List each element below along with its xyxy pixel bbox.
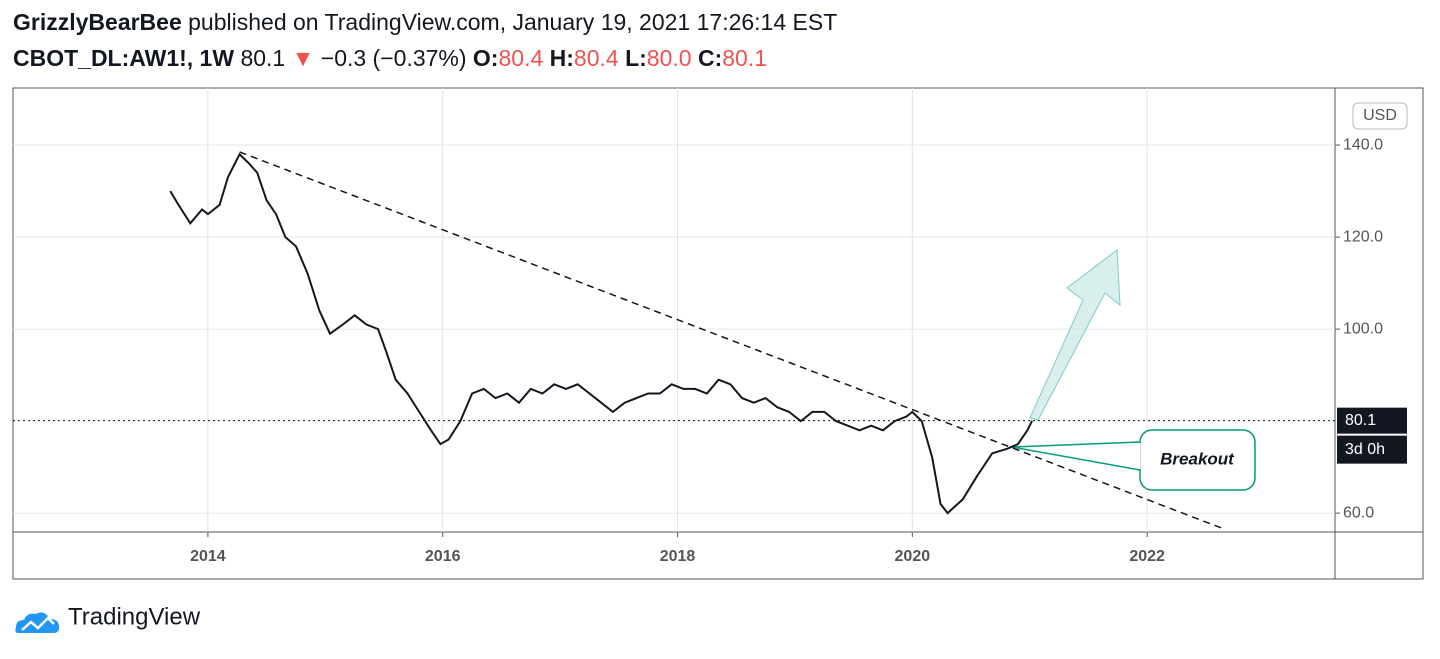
h-label: H: (550, 45, 574, 71)
header-line2: CBOT_DL:AW1!, 1W 80.1 ▼ −0.3 (−0.37%) O:… (13, 45, 767, 71)
x-tick-label: 2020 (895, 548, 931, 565)
high: 80.4 (574, 45, 619, 71)
x-tick-label: 2022 (1129, 548, 1165, 565)
x-tick-label: 2014 (190, 548, 226, 565)
o-label: O: (473, 45, 499, 71)
author: GrizzlyBearBee (13, 9, 182, 35)
logo (15, 612, 60, 633)
c-label: C: (698, 45, 722, 71)
l-label: L: (625, 45, 647, 71)
price-label: 80.1 (1345, 412, 1376, 429)
price-label-box (1337, 407, 1407, 434)
published: published on TradingView.com, January 19… (188, 9, 837, 35)
annotation: Breakout (1160, 449, 1235, 468)
low: 80.0 (647, 45, 692, 71)
arrow: ▼ (292, 45, 315, 71)
grid (13, 88, 1335, 532)
countdown-box (1337, 435, 1407, 464)
y-tick-label: 100.0 (1343, 320, 1383, 337)
close: 80.1 (722, 45, 767, 71)
frame (12, 87, 1424, 580)
change: −0.3 (−0.37%) (321, 45, 467, 71)
trendline (239, 151, 1223, 530)
y-tick-label: 60.0 (1343, 504, 1374, 521)
logo-line (21, 616, 55, 631)
last: 80.1 (240, 45, 285, 71)
symbol: CBOT_DL:AW1!, 1W (13, 45, 234, 71)
brand: TradingView (68, 603, 201, 630)
x-tick-label: 2016 (425, 548, 461, 565)
x-tick-label: 2018 (660, 548, 696, 565)
y-tick-label: 120.0 (1343, 228, 1383, 245)
callout-pointer (1011, 441, 1141, 471)
currency: USD (1363, 107, 1397, 124)
currency-box (1352, 102, 1408, 130)
open: 80.4 (498, 45, 543, 71)
countdown: 3d 0h (1345, 441, 1385, 458)
y-tick-label: 140.0 (1343, 136, 1383, 153)
target-arrow (1029, 249, 1121, 421)
header-line1: GrizzlyBearBee published on TradingView.… (13, 9, 837, 35)
price-line (169, 152, 1033, 515)
